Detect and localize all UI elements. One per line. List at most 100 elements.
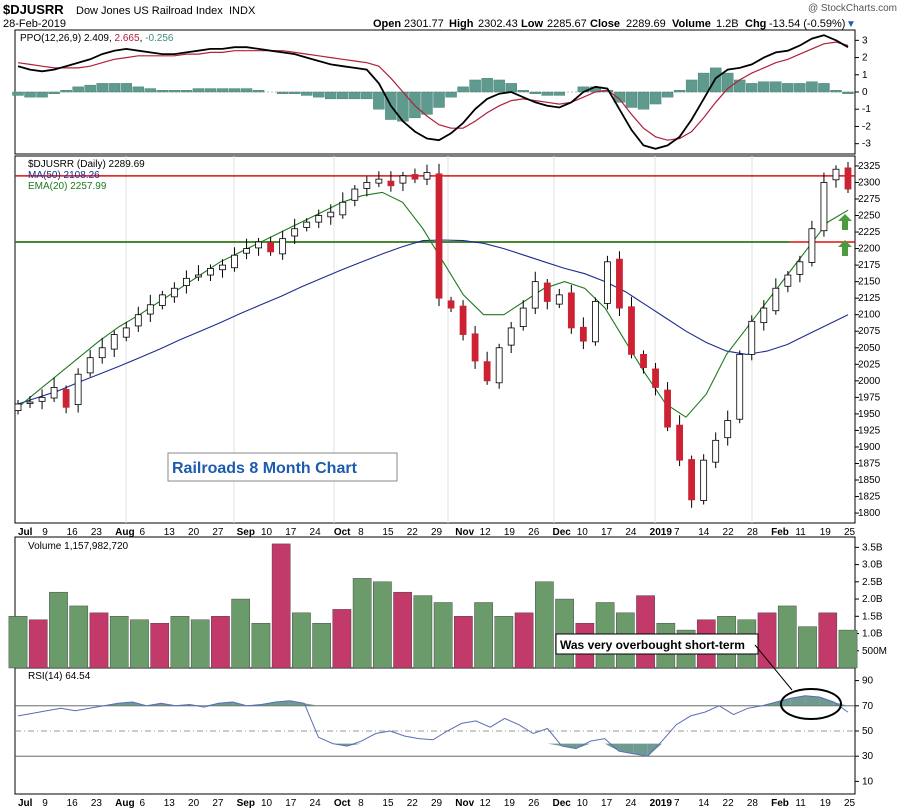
candle-body: [784, 274, 792, 287]
candle-body: [736, 353, 744, 420]
price-x-label: 25: [844, 527, 856, 538]
price-x-label: 19: [504, 527, 516, 538]
rsi-x-label: 10: [261, 798, 273, 809]
price-x-label: 11: [795, 527, 806, 538]
volume-bar: [474, 602, 493, 669]
volume-label: Volume: [672, 18, 711, 30]
rsi-x-label: 16: [67, 798, 79, 809]
rsi-x-label: 23: [91, 798, 103, 809]
volume-bar: [636, 595, 655, 669]
candle-body: [844, 167, 852, 190]
candle-body: [796, 261, 804, 275]
overbought-annotation: Was very overbought short-term: [560, 638, 745, 652]
candle-body: [146, 304, 154, 315]
candle-body: [375, 178, 383, 184]
rsi-x-label: 27: [212, 798, 224, 809]
rsi-x-label: 26: [528, 798, 540, 809]
price-tick-label: 2225: [858, 227, 881, 238]
volume-tick-label: 500M: [862, 646, 887, 657]
volume-bar: [130, 619, 149, 669]
price-legend: $DJUSRR (Daily) 2289.69: [28, 159, 145, 170]
ppo-histogram-bar: [457, 86, 469, 93]
ppo-histogram-bar: [842, 91, 854, 94]
candle-body: [38, 396, 46, 402]
price-x-label: 8: [358, 527, 364, 538]
price-tick-label: 2100: [858, 310, 881, 321]
candle-body: [640, 353, 647, 369]
price-x-label: 24: [625, 527, 637, 538]
candle-body: [579, 326, 587, 342]
ma50-legend: MA(50) 2108.26: [28, 170, 100, 181]
ppo-histogram-bar: [349, 91, 361, 100]
rsi-x-label: 28: [747, 798, 759, 809]
price-x-label: 10: [261, 527, 273, 538]
volume-bar: [251, 622, 271, 669]
volume-bar: [150, 622, 170, 669]
price-panel: [14, 155, 856, 524]
candle-body: [543, 282, 551, 302]
ppo-histogram-bar: [782, 83, 794, 93]
chg-label: Chg: [745, 18, 766, 30]
ppo-histogram-bar: [505, 83, 517, 93]
price-x-label: Oct: [334, 527, 351, 538]
price-x-label: 9: [42, 527, 48, 538]
chg-down-arrow-icon[interactable]: ▼: [846, 19, 856, 30]
candle-body: [339, 201, 347, 216]
price-x-label: 24: [310, 527, 322, 538]
ppo-histogram-bar: [36, 91, 48, 98]
price-x-label: 22: [723, 527, 735, 538]
rsi-x-label: 9: [42, 798, 48, 809]
rsi-low-fill: [561, 743, 577, 749]
rsi-x-label: Jul: [18, 798, 33, 809]
candle-body: [495, 347, 503, 384]
volume-bar: [352, 578, 372, 669]
candle-body: [616, 258, 623, 309]
volume-bar: [454, 616, 473, 669]
overbought-annotation-box: [555, 633, 759, 655]
up-arrow-icon: [838, 240, 852, 256]
ppo-histogram-bar: [60, 90, 72, 93]
open-label: Open: [373, 18, 401, 30]
candle-body: [712, 439, 720, 463]
rsi-overbought-fill: [118, 702, 133, 706]
candle-body: [351, 188, 359, 201]
rsi-tick-label: 10: [862, 776, 874, 787]
candle-body: [664, 389, 671, 428]
ppo-histogram-bar: [481, 78, 493, 93]
price-x-label: Nov: [455, 527, 474, 538]
ppo-histogram-bar: [625, 91, 638, 108]
candle-body: [86, 357, 94, 374]
ppo-histogram-bar: [361, 91, 373, 100]
ppo-histogram-bar: [325, 91, 337, 100]
ppo-histogram-bar: [734, 79, 746, 93]
watermark: @ StockCharts.com: [808, 3, 897, 14]
price-x-label: 29: [431, 527, 443, 538]
price-tick-label: 2250: [858, 211, 881, 222]
rsi-x-label: Feb: [771, 798, 789, 809]
ema20-line: [17, 191, 849, 418]
price-x-label: 17: [601, 527, 613, 538]
ppo-layer: [12, 34, 859, 150]
rsi-x-label: 13: [164, 798, 176, 809]
candle-body: [531, 281, 539, 309]
price-x-label: 10: [577, 527, 589, 538]
volume-bar: [494, 616, 514, 669]
ppo-histogram-bar: [216, 88, 229, 93]
candle-body: [604, 261, 611, 304]
volume-bar: [211, 616, 230, 669]
candle-body: [14, 403, 22, 411]
ppo-histogram-bar: [180, 90, 193, 93]
price-tick-label: 2325: [858, 161, 881, 172]
ppo-histogram-bar: [421, 91, 433, 115]
price-tick-label: 2200: [858, 244, 881, 255]
candle-body: [676, 424, 683, 461]
volume-bar: [109, 616, 129, 669]
rsi-x-label: 17: [285, 798, 297, 809]
rsi-tick-label: 70: [862, 701, 874, 712]
ma50-line: [17, 239, 849, 405]
ppo-histogram-bar: [746, 83, 758, 93]
ppo-histogram-bar: [276, 91, 289, 94]
ppo-histogram-bar: [132, 86, 145, 93]
price-x-label: 26: [528, 527, 540, 538]
